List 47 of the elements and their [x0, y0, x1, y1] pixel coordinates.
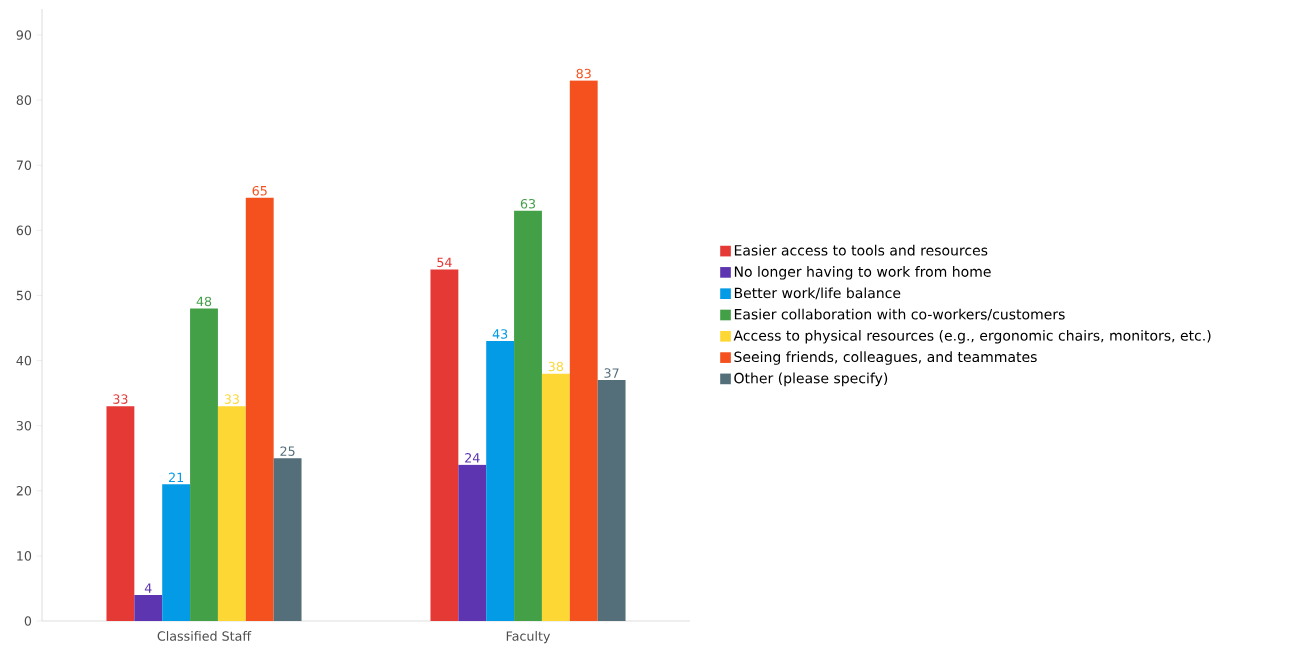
bar — [430, 269, 459, 621]
bar — [541, 373, 570, 621]
legend-label: No longer having to work from home — [734, 266, 991, 280]
y-tick-label: 80 — [16, 95, 32, 105]
legend-label: Easier collaboration with co-workers/customers — [734, 308, 1065, 321]
data-label: 63 — [520, 198, 536, 209]
y-tick-label: 40 — [16, 355, 32, 366]
data-label: 21 — [169, 472, 184, 483]
data-label: 54 — [437, 257, 452, 268]
legend-label: Better work/life balance — [734, 287, 901, 300]
bar — [569, 80, 598, 621]
y-tick-label: 30 — [16, 420, 32, 431]
bar — [134, 594, 163, 621]
data-label: 33 — [224, 394, 239, 404]
bar — [486, 341, 515, 621]
bar — [597, 380, 626, 621]
data-label: 37 — [604, 368, 619, 378]
y-tick-label: 60 — [16, 225, 32, 236]
y-tick-label: 20 — [16, 485, 32, 496]
x-tick-label: Faculty — [506, 631, 551, 644]
bar — [245, 197, 274, 621]
bar — [458, 464, 487, 621]
data-label: 43 — [492, 329, 508, 339]
y-tick-label: 0 — [24, 616, 32, 626]
legend-label: Access to physical resources (e.g., ergonomic chairs, monitors, etc.) — [733, 329, 1211, 344]
bar — [514, 210, 542, 621]
bar — [217, 406, 246, 621]
y-tick-label: 50 — [16, 290, 32, 301]
data-label: 65 — [252, 185, 267, 196]
data-label: 24 — [465, 453, 480, 463]
data-label: 25 — [280, 446, 295, 456]
y-tick-label: 90 — [16, 30, 32, 40]
bar — [106, 406, 135, 621]
bar — [190, 308, 218, 621]
bar — [162, 484, 191, 621]
data-label: 48 — [196, 296, 212, 307]
bar — [273, 458, 302, 621]
x-tick-label: Classified Staff — [157, 631, 252, 641]
data-label: 38 — [548, 361, 564, 372]
legend-label: Other (please specify) — [734, 372, 888, 387]
legend-label: Seeing friends, colleagues, and teammates — [734, 351, 1037, 365]
y-tick-label: 70 — [16, 160, 32, 171]
data-label: 33 — [113, 394, 128, 404]
legend-label: Easier access to tools and resources — [734, 244, 988, 256]
data-label: 83 — [576, 68, 591, 79]
y-tick-label: 10 — [17, 551, 32, 561]
data-label: 4 — [144, 583, 152, 593]
